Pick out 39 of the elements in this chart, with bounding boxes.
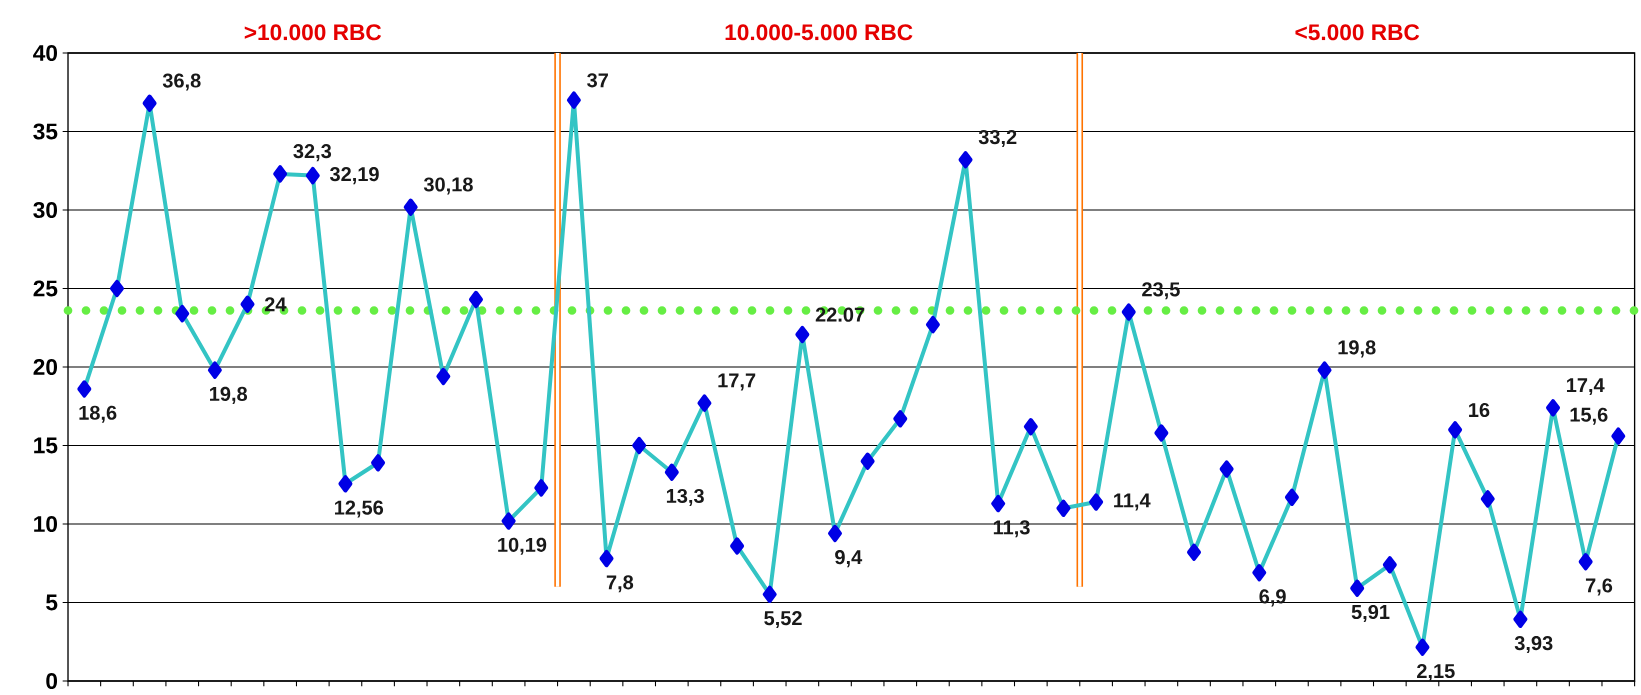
data-label: 16 [1469, 402, 1490, 417]
y-tick-label: 35 [33, 123, 58, 140]
data-label: 2,15 [1417, 663, 1455, 681]
data-label: 30,18 [423, 177, 473, 195]
data-label: 7,6 [1585, 578, 1613, 596]
y-tick-label: 5 [46, 594, 58, 611]
data-label: 19,8 [1338, 340, 1376, 358]
data-label: 17,7 [718, 373, 756, 391]
data-label: 18,6 [79, 405, 117, 423]
data-label: 11,3 [993, 520, 1030, 538]
y-tick-label: 10 [34, 515, 58, 532]
y-tick-label: 40 [33, 44, 58, 61]
data-label: 15,6 [1570, 407, 1608, 425]
text: >10.000 RBC [244, 24, 382, 41]
data-label: 32,3 [293, 143, 332, 161]
data-label: 19,8 [210, 386, 248, 404]
data-label: 24 [264, 296, 287, 311]
y-tick-label: 25 [33, 280, 58, 297]
y-tick-label: 0 [46, 672, 58, 689]
data-label: 10,19 [498, 537, 547, 555]
data-label: 22.07 [815, 307, 865, 322]
data-label: 3,93 [1514, 635, 1553, 653]
data-label: 5,52 [764, 610, 802, 628]
text: <5.000 RBC [1295, 24, 1420, 41]
y-tick-label: 30 [33, 201, 58, 218]
data-label: 11,4 [1114, 493, 1151, 511]
y-tick-label: 15 [34, 437, 58, 454]
data-label: 13,3 [666, 488, 704, 506]
data-label: 17,4 [1566, 378, 1605, 395]
text: 10.000-5.000 RBC [725, 24, 913, 41]
data-label: 37 [587, 72, 608, 88]
data-label: 7,8 [606, 575, 634, 593]
y-tick-label: 20 [33, 358, 58, 375]
data-label: 33,2 [978, 129, 1017, 147]
data-label: 5,91 [1351, 604, 1390, 622]
data-label: 32,19 [329, 166, 379, 184]
data-label: 12,56 [334, 500, 384, 518]
data-label: 36,8 [162, 73, 201, 91]
data-label: 9,4 [835, 549, 863, 567]
